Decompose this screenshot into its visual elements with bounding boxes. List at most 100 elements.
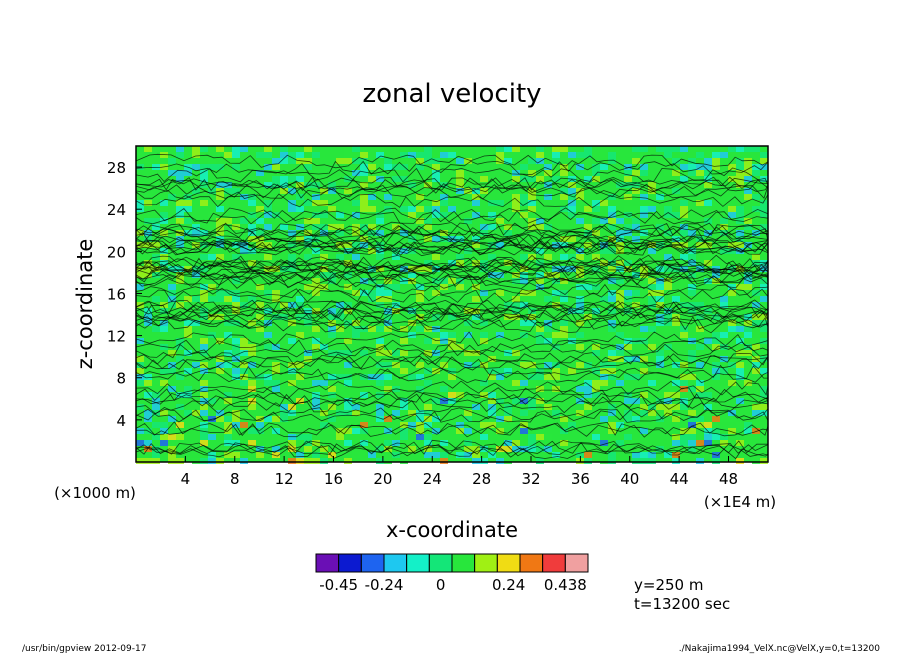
heatmap-cell [584, 380, 592, 386]
heatmap-cell [688, 356, 696, 362]
heatmap-cell [592, 386, 600, 392]
contour-line [135, 231, 769, 247]
heatmap-cell [696, 236, 704, 242]
heatmap-cell [376, 452, 384, 458]
heatmap-cell [304, 458, 312, 464]
heatmap-cell [496, 146, 504, 152]
heatmap-cell [216, 182, 224, 188]
heatmap-cell [592, 176, 600, 182]
heatmap-cell [680, 164, 688, 170]
heatmap-cell [152, 422, 160, 428]
heatmap-cell [248, 350, 256, 356]
heatmap-cell [672, 458, 680, 464]
heatmap-cell [624, 338, 632, 344]
heatmap-cell [688, 374, 696, 380]
heatmap-cell [664, 320, 672, 326]
heatmap-cell [712, 458, 720, 464]
heatmap-cell [232, 146, 240, 152]
heatmap-cell [496, 416, 504, 422]
heatmap-cell [552, 452, 560, 458]
heatmap-cell [200, 338, 208, 344]
heatmap-cell [552, 410, 560, 416]
heatmap-cell [256, 350, 264, 356]
heatmap-cell [288, 200, 296, 206]
heatmap-cell [560, 326, 568, 332]
heatmap-cell [760, 302, 768, 308]
heatmap-cell [344, 296, 352, 302]
heatmap-cell [664, 404, 672, 410]
heatmap-cell [512, 146, 520, 152]
heatmap-cell [360, 152, 368, 158]
heatmap-cell [480, 380, 488, 386]
heatmap-cell [136, 374, 144, 380]
heatmap-cell [160, 230, 168, 236]
heatmap-cell [456, 206, 464, 212]
heatmap-cell [440, 182, 448, 188]
heatmap-cell [336, 224, 344, 230]
heatmap-cell [696, 152, 704, 158]
heatmap-cell [456, 188, 464, 194]
heatmap-cell [384, 458, 392, 464]
heatmap-cell [712, 170, 720, 176]
heatmap-cell [520, 440, 528, 446]
heatmap-cell [200, 248, 208, 254]
heatmap-cell [248, 308, 256, 314]
heatmap-cell [632, 452, 640, 458]
heatmap-cell [224, 440, 232, 446]
heatmap-cell [240, 254, 248, 260]
heatmap-cell [744, 284, 752, 290]
heatmap-cell [704, 170, 712, 176]
heatmap-cell [336, 212, 344, 218]
heatmap-cell [736, 326, 744, 332]
heatmap-cell [752, 422, 760, 428]
heatmap-cell [536, 398, 544, 404]
heatmap-cell [512, 380, 520, 386]
contour-line [135, 299, 769, 315]
heatmap-cell [480, 320, 488, 326]
heatmap-cell [544, 362, 552, 368]
heatmap-cell [480, 338, 488, 344]
heatmap-cell [680, 176, 688, 182]
heatmap-cell [312, 152, 320, 158]
heatmap-cell [288, 380, 296, 386]
heatmap-cell [624, 290, 632, 296]
heatmap-cell [536, 296, 544, 302]
heatmap-cell [712, 164, 720, 170]
heatmap-cell [480, 392, 488, 398]
heatmap-cell [176, 434, 184, 440]
y-tick-label: 16 [107, 285, 126, 303]
heatmap-cell [720, 326, 728, 332]
heatmap-cell [400, 260, 408, 266]
heatmap-cell [432, 164, 440, 170]
heatmap-cell [704, 308, 712, 314]
heatmap-cell [560, 146, 568, 152]
heatmap-cell [216, 296, 224, 302]
heatmap-cell [760, 404, 768, 410]
heatmap-cell [424, 440, 432, 446]
contour-line [135, 300, 769, 316]
heatmap-cell [432, 170, 440, 176]
heatmap-cell [448, 158, 456, 164]
heatmap-cell [616, 422, 624, 428]
x-tick-label: 8 [230, 470, 240, 488]
heatmap-cell [184, 386, 192, 392]
heatmap-cell [208, 434, 216, 440]
contour-line [135, 339, 769, 354]
contour-line [135, 210, 769, 225]
heatmap-cell [280, 170, 288, 176]
heatmap-cell [360, 284, 368, 290]
heatmap-cell [184, 410, 192, 416]
heatmap-cell [384, 296, 392, 302]
heatmap-cell [528, 332, 536, 338]
heatmap-cell [384, 326, 392, 332]
heatmap-cell [288, 230, 296, 236]
heatmap-cell [456, 158, 464, 164]
heatmap-cell [632, 272, 640, 278]
heatmap-cell [688, 350, 696, 356]
heatmap-cell [664, 452, 672, 458]
contour-line [135, 399, 769, 415]
heatmap-cell [176, 164, 184, 170]
heatmap-cell [360, 194, 368, 200]
heatmap-cell [152, 218, 160, 224]
